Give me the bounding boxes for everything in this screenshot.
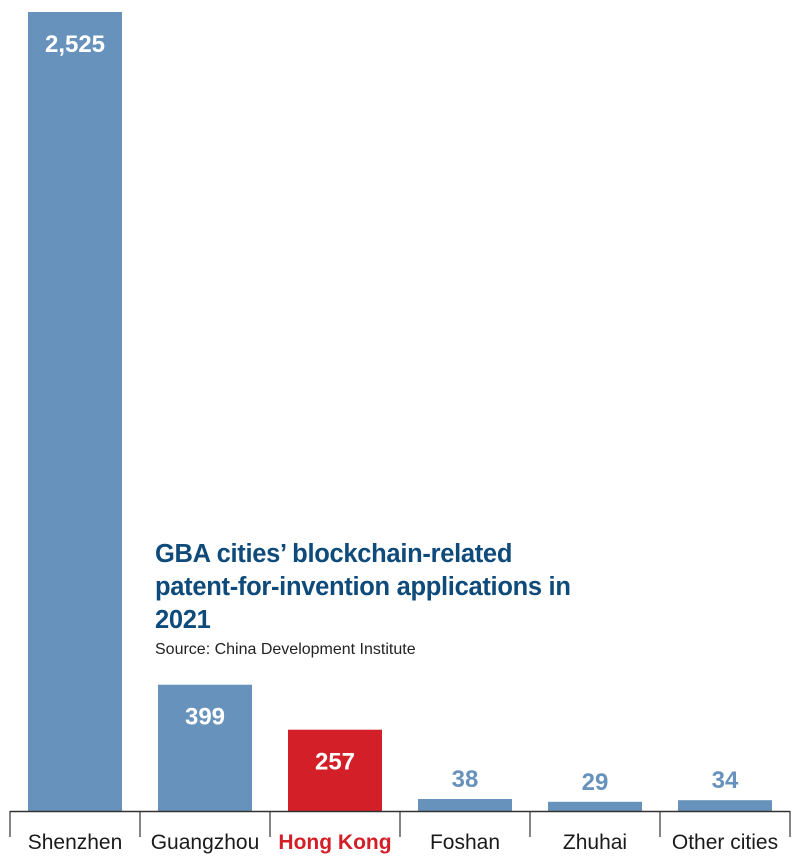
category-label-guangzhou: Guangzhou [151, 831, 260, 854]
value-labels-group: 2,525 399 257 38 29 34 [45, 31, 739, 796]
x-axis [9, 810, 791, 837]
category-label-shenzhen: Shenzhen [28, 831, 123, 854]
bar-other-cities [678, 800, 772, 811]
value-label-shenzhen: 2,525 [45, 31, 105, 58]
bars-group [28, 12, 772, 811]
bar-foshan [418, 799, 512, 811]
value-label-other-cities: 34 [712, 767, 739, 794]
bar-guangzhou [158, 684, 252, 811]
category-labels-group: Shenzhen Guangzhou Hong Kong Foshan Zhuhai Ot… [28, 831, 778, 854]
chart-title: GBA cities’ blockchain-related patent-fo… [155, 540, 571, 634]
value-label-guangzhou: 399 [185, 704, 225, 731]
category-label-hong-kong: Hong Kong [278, 831, 391, 854]
chart-source: Source: China Development Institute [155, 641, 416, 658]
bar-hong-kong [288, 729, 382, 811]
category-label-other-cities: Other cities [672, 831, 778, 854]
bar-zhuhai [548, 801, 642, 811]
bar-shenzhen [28, 12, 122, 811]
category-label-zhuhai: Zhuhai [563, 831, 627, 854]
category-label-foshan: Foshan [430, 831, 500, 854]
value-label-foshan: 38 [452, 766, 479, 793]
value-label-zhuhai: 29 [582, 769, 609, 796]
title-block: GBA cities’ blockchain-related patent-fo… [155, 538, 575, 659]
value-label-hong-kong: 257 [315, 749, 355, 776]
